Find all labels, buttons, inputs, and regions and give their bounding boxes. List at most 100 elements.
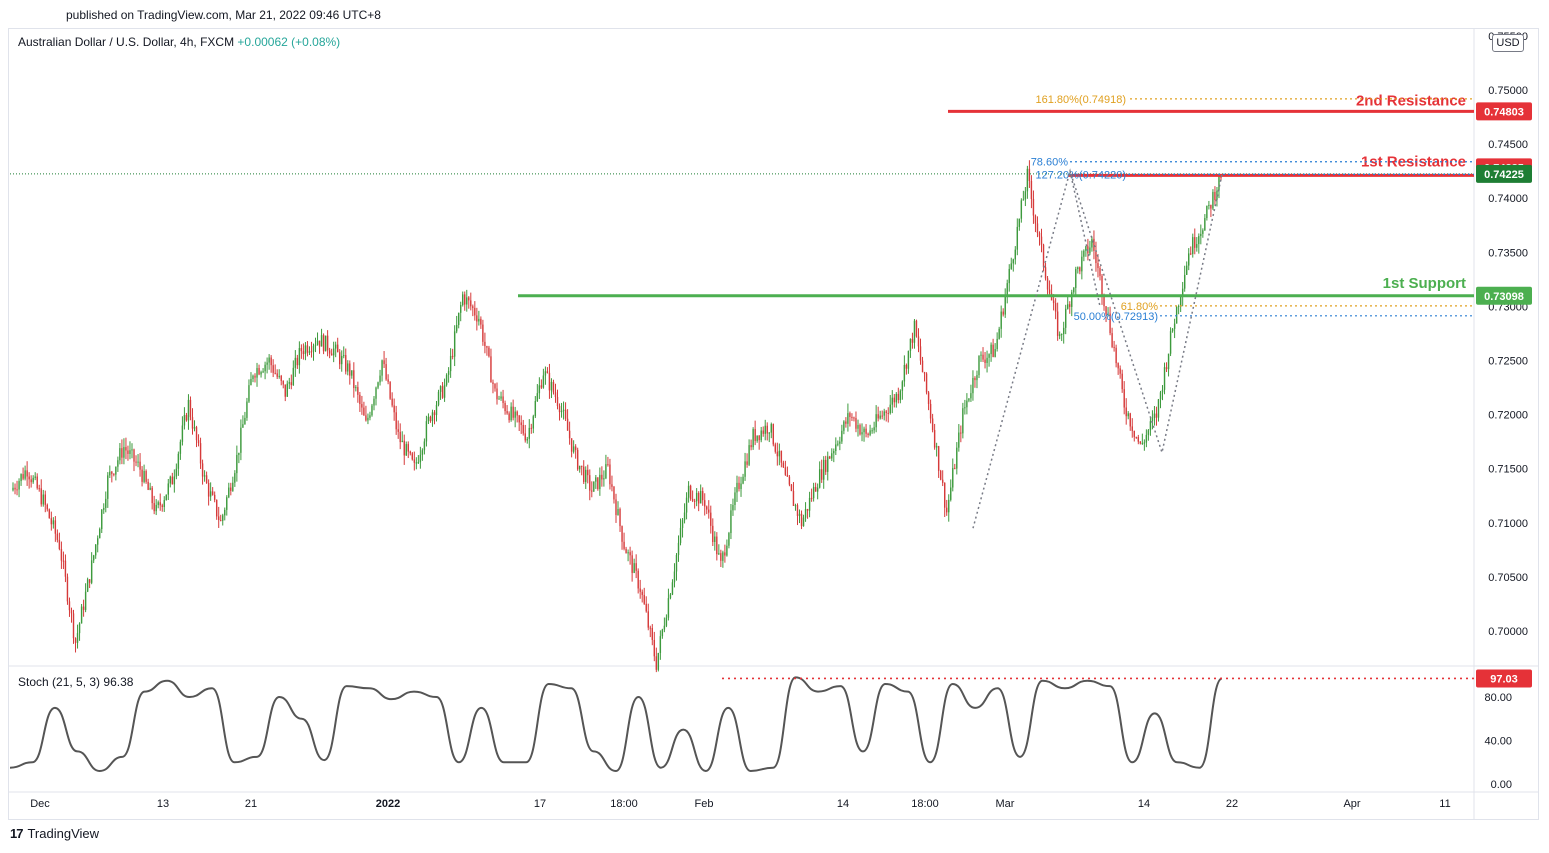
candle-body [655,656,658,670]
candle-body [1188,253,1190,266]
candle-body [264,364,266,372]
candle-body [472,306,474,308]
candle-body [649,627,651,629]
candle-body [97,538,99,545]
candle-body [558,405,561,413]
candle-body [1010,263,1012,269]
candle-body [677,542,680,556]
candle-body [105,498,107,508]
candle-body [215,499,218,517]
candle-body [800,513,803,527]
candle-body [601,474,603,480]
candle-body [94,544,97,556]
candle-body [990,344,992,355]
candle-body [1022,199,1025,201]
candle-body [304,345,307,355]
support-1-label: 1st Support [1383,275,1466,292]
candle-body [673,571,676,583]
candle-body [151,487,153,504]
candle-body [996,338,998,350]
candle-body [435,404,438,416]
candle-body [613,486,615,500]
candle-body [766,425,768,434]
candle-body [659,636,662,653]
currency-badge[interactable]: USD [1492,34,1524,52]
candle-body [1127,413,1129,417]
price-tick-label: 0.71500 [1488,464,1528,476]
candle-body [570,438,573,452]
candle-body [48,509,51,519]
tradingview-footer[interactable]: 17 TradingView [10,826,99,841]
time-tick-label: 18:00 [610,798,638,810]
candle-body [699,490,702,504]
candle-body [526,438,528,441]
candle-body [825,459,827,472]
candle-body [675,555,678,572]
candle-body [1159,392,1162,400]
time-tick-label: 21 [245,798,257,810]
candle-body [980,354,982,356]
candle-body [375,387,377,399]
candle-body [1181,288,1184,297]
candle-body [562,409,565,411]
candle-body [78,623,81,634]
candle-body [784,467,787,475]
candle-body [314,344,317,346]
candle-body [282,380,284,385]
candle-body [887,412,889,414]
candle-body [538,385,541,394]
candle-body [220,520,222,522]
candle-body [814,486,817,492]
candle-body [778,450,781,457]
candle-body [516,411,518,416]
stoch-tick-label: 0.00 [1491,779,1512,791]
candle-body [1141,442,1144,444]
candle-body [1133,430,1135,437]
candle-body [20,474,22,482]
candle-body [1123,389,1125,408]
candle-body [274,372,276,374]
candle-body [173,476,176,485]
candle-body [439,386,442,392]
candle-body [26,470,28,477]
candle-body [276,373,278,377]
candle-body [1101,275,1103,297]
candle-body [34,476,36,478]
candle-body [710,512,712,526]
candle-body [647,611,649,628]
candle-body [482,324,484,342]
candle-body [401,440,403,443]
candle-body [1179,296,1182,307]
candle-body [591,490,593,492]
candle-body [246,401,248,418]
candle-body [1038,232,1041,237]
candle-body [1200,233,1202,237]
candle-body [365,415,367,421]
candle-body [328,350,331,354]
candle-body [1206,205,1208,219]
harmonic-pattern-line [972,170,1223,529]
fib-161-label: 161.80%(0.74918) [1035,94,1126,106]
candle-body [984,359,986,363]
candle-body [234,473,236,483]
candle-body [379,375,381,383]
candle-body [252,375,254,379]
candle-body [857,425,859,429]
candle-body [518,415,520,423]
candle-body [185,414,188,421]
candle-body [1097,263,1099,269]
candle-body [720,553,722,561]
candle-body [522,425,524,434]
candle-body [816,487,819,492]
candle-body [1137,437,1140,442]
candle-body [373,398,375,406]
candle-body [260,372,262,375]
candle-body [256,368,258,378]
candle-body [389,381,391,399]
candle-body [300,348,303,352]
candle-body [724,552,726,556]
candle-body [278,375,280,377]
candle-body [946,507,948,513]
candle-body [413,459,416,463]
candle-body [796,505,799,516]
